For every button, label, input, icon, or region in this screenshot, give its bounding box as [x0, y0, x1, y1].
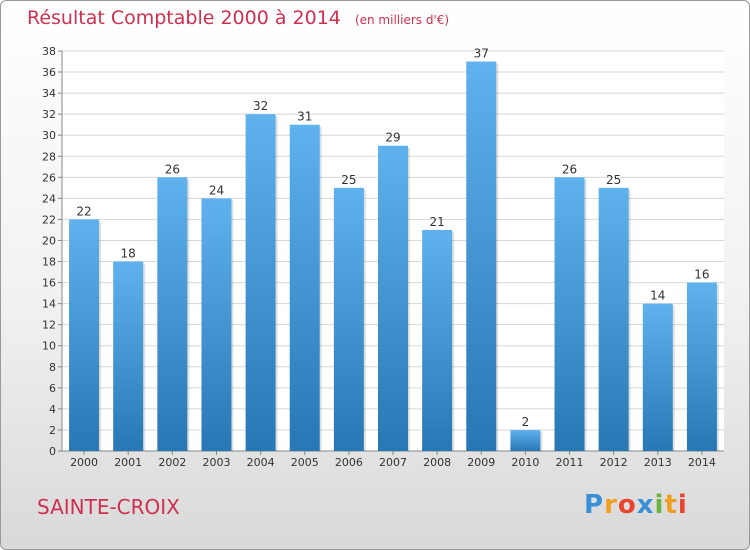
bar: [289, 124, 320, 452]
bar: [245, 114, 276, 451]
y-tick-label: 38: [42, 45, 56, 58]
x-tick-label: 2007: [379, 456, 407, 469]
y-tick-label: 34: [42, 87, 56, 100]
x-tick-label: 2006: [335, 456, 363, 469]
bar: [157, 177, 188, 451]
y-tick-label: 24: [42, 192, 56, 205]
bar: [466, 61, 497, 452]
y-tick-label: 10: [42, 340, 56, 353]
bar: [69, 219, 100, 451]
y-tick-label: 16: [42, 277, 56, 290]
chart-title-text: Résultat Comptable 2000 à 2014: [27, 7, 341, 29]
y-tick-label: 20: [42, 234, 56, 247]
bar-value-label: 21: [429, 215, 444, 229]
bar-value-label: 14: [650, 289, 665, 303]
bar-value-label: 31: [297, 110, 312, 124]
bar: [686, 282, 717, 451]
bar-value-label: 29: [385, 131, 400, 145]
x-tick-label: 2009: [467, 456, 495, 469]
x-tick-label: 2000: [70, 456, 98, 469]
logo-letter: P: [584, 490, 605, 520]
logo-letter: x: [636, 490, 655, 520]
bar-value-label: 18: [121, 247, 136, 261]
y-tick-label: 22: [42, 213, 56, 226]
location-name: SAINTE-CROIX: [37, 495, 180, 519]
chart-title: Résultat Comptable 2000 à 2014 (en milli…: [27, 7, 449, 29]
bar: [201, 198, 232, 451]
bar-value-label: 2: [522, 415, 530, 429]
x-tick-label: 2013: [644, 456, 672, 469]
bar: [422, 229, 453, 451]
logo-letter: i: [654, 490, 665, 520]
y-tick-label: 30: [42, 129, 56, 142]
bar-value-label: 16: [694, 268, 709, 282]
bar: [113, 261, 144, 451]
y-tick-label: 18: [42, 256, 56, 269]
x-tick-label: 2003: [202, 456, 230, 469]
bar-value-label: 26: [165, 162, 180, 176]
x-tick-label: 2011: [556, 456, 584, 469]
x-tick-label: 2014: [688, 456, 716, 469]
bar: [554, 177, 585, 451]
bar-value-label: 24: [209, 183, 224, 197]
y-tick-label: 6: [49, 382, 56, 395]
bar: [510, 429, 541, 451]
logo-letter: r: [604, 490, 618, 520]
logo-letter: i: [677, 490, 688, 520]
y-tick-label: 0: [49, 445, 56, 458]
x-tick-label: 2002: [158, 456, 186, 469]
bar: [333, 187, 364, 451]
x-tick-label: 2004: [247, 456, 275, 469]
bar: [598, 187, 629, 451]
x-tick-label: 2005: [291, 456, 319, 469]
x-tick-label: 2010: [511, 456, 539, 469]
bar-value-label: 37: [474, 47, 489, 61]
bar: [378, 145, 408, 451]
logo-letter: o: [617, 490, 637, 520]
bar-value-label: 25: [341, 173, 356, 187]
y-tick-label: 2: [49, 424, 56, 437]
chart-unit-label: (en milliers d'€): [354, 13, 450, 27]
x-tick-label: 2012: [600, 456, 628, 469]
logo-letter: t: [664, 490, 678, 520]
proxiti-logo: Proxiti: [584, 490, 688, 520]
y-tick-label: 14: [42, 298, 56, 311]
bar-value-label: 32: [253, 99, 268, 113]
y-tick-label: 12: [42, 319, 56, 332]
y-tick-label: 36: [42, 66, 56, 79]
x-tick-label: 2001: [114, 456, 142, 469]
bar-value-label: 25: [606, 173, 621, 187]
y-tick-label: 28: [42, 150, 56, 163]
y-tick-label: 8: [49, 361, 56, 374]
y-tick-label: 4: [49, 403, 56, 416]
bar: [642, 303, 673, 451]
y-tick-label: 32: [42, 108, 56, 121]
bar-value-label: 22: [76, 204, 91, 218]
bar-value-label: 26: [562, 162, 577, 176]
y-tick-label: 26: [42, 171, 56, 184]
x-tick-label: 2008: [423, 456, 451, 469]
